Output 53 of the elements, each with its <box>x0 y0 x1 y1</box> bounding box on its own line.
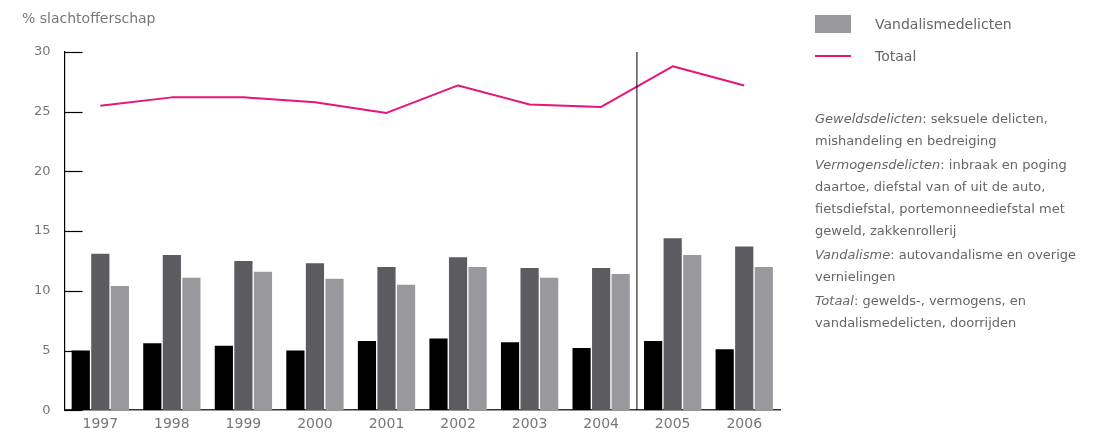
x-tick-label: 2003 <box>511 415 548 432</box>
bar <box>286 350 305 411</box>
y-tick-label: 0 <box>42 401 51 417</box>
text: Geweldsdelicten: seksuele delicten, mishandeling en bedreiging <box>815 111 1048 148</box>
y-axis-title: % slachtofferschap <box>22 10 156 26</box>
bar <box>377 266 396 411</box>
text: Vermogensdelicten: inbraak en poging daartoe, diefstal van of uit de auto, fietsdiefstal, portemonneediefstal met geweld, zakkenrollerij <box>815 157 1067 238</box>
bar <box>592 268 611 411</box>
text: Totaal: gewelds-, vermogens, en vandalismedelicten, doorrijden <box>815 293 1027 330</box>
bar <box>162 254 181 411</box>
x-tick-label: 2002 <box>440 415 476 432</box>
bar <box>500 342 520 411</box>
x-tick-label: 1998 <box>154 415 190 432</box>
bar <box>396 284 416 411</box>
x-tick-label: 2006 <box>726 415 763 432</box>
bar <box>357 340 377 411</box>
bar <box>429 338 448 411</box>
bar <box>611 274 630 411</box>
y-tick-label: 30 <box>34 43 51 59</box>
bar <box>448 257 468 411</box>
bar <box>253 271 273 411</box>
bar <box>143 343 162 411</box>
bar <box>182 277 201 411</box>
x-tick-label: 1999 <box>225 415 262 432</box>
bar <box>325 278 344 411</box>
x-tick-label: 2001 <box>368 415 405 432</box>
bar <box>520 268 539 411</box>
x-tick-label: 1997 <box>82 415 119 432</box>
legend-label: Vandalismedelicten <box>875 16 1012 32</box>
bar <box>735 246 754 411</box>
x-tick-label: 2000 <box>297 415 333 432</box>
y-tick-label: 20 <box>34 162 51 178</box>
y-tick-label: 25 <box>34 103 51 119</box>
bar <box>683 254 702 411</box>
bar <box>214 345 233 411</box>
y-tick-label: 15 <box>34 222 51 238</box>
bar <box>663 238 682 411</box>
bar <box>754 266 773 411</box>
y-tick-label: 5 <box>42 341 51 357</box>
bar <box>540 277 559 411</box>
bar <box>110 286 129 411</box>
bar <box>468 266 487 411</box>
y-tick-label: 10 <box>34 282 51 298</box>
text: Vandalisme: autovandalisme en overige vernielingen <box>815 247 1077 284</box>
bar <box>644 340 663 411</box>
bar <box>91 253 110 411</box>
bar <box>715 349 734 411</box>
bar <box>572 348 591 411</box>
bar <box>234 260 253 411</box>
legend-label: Totaal <box>875 48 917 64</box>
x-tick-label: 2004 <box>583 415 620 432</box>
x-tick-label: 2005 <box>654 415 691 432</box>
bar <box>305 263 325 411</box>
